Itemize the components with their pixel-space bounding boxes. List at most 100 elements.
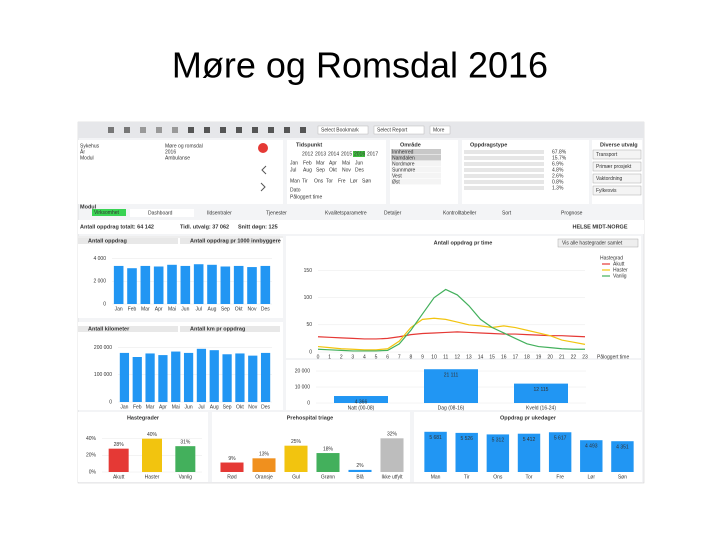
- logo: HELSE MIDT-NORGE: [572, 224, 627, 230]
- option-label: Primær prosjekt: [596, 164, 632, 170]
- x-tick-label: 11: [443, 354, 448, 360]
- month-option: Jun: [355, 160, 363, 166]
- bar: [235, 353, 245, 402]
- data-label: 9%: [228, 456, 236, 462]
- toolbar-icon[interactable]: [172, 127, 178, 133]
- x-tick-label: Okt: [236, 404, 244, 410]
- x-tick-label: 16: [501, 354, 507, 360]
- bar: [284, 445, 308, 472]
- toolbar-icon[interactable]: [300, 127, 306, 133]
- x-tick-label: 22: [571, 354, 577, 360]
- toolbar-icon[interactable]: [156, 127, 162, 133]
- chart-title: Antall oppdrag pr time: [434, 240, 493, 246]
- type-share: 0.8%: [552, 179, 564, 185]
- toolbar-icon[interactable]: [204, 127, 210, 133]
- y-tick-label: 20%: [86, 453, 97, 459]
- x-tick-label: Haster: [145, 474, 160, 480]
- chart-title: Oppdrag pr ukedager: [500, 415, 557, 421]
- option-label: Fylkesvis: [596, 188, 617, 194]
- x-tick-label: Oransje: [255, 474, 273, 480]
- option-button[interactable]: [592, 185, 642, 196]
- toggle-button[interactable]: [557, 238, 639, 248]
- x-tick-label: Jun: [185, 404, 193, 410]
- month-option: Okt: [329, 167, 337, 173]
- data-label: 5 617: [554, 436, 567, 442]
- month-option: Mai: [342, 160, 350, 166]
- x-tick-label: 9: [421, 354, 424, 360]
- x-tick-label: Vanlig: [179, 474, 193, 480]
- x-tick-label: 1: [328, 354, 331, 360]
- tab: Kontrolltabeller: [443, 210, 477, 216]
- type-share: 1.3%: [552, 185, 564, 191]
- legend-label: Akutt: [613, 261, 625, 267]
- tab: Detaljer: [384, 210, 402, 216]
- toolbar-icon[interactable]: [140, 127, 146, 133]
- panel-title: Antall oppdrag pr 1000 innbyggere: [190, 238, 281, 244]
- modul-value: Virksomhet: [94, 210, 120, 216]
- x-tick-label: Sep: [221, 306, 230, 312]
- toolbar-icon[interactable]: [108, 127, 114, 133]
- toolbar-icon[interactable]: [124, 127, 130, 133]
- bar: [348, 469, 372, 472]
- clear-button[interactable]: [258, 143, 268, 153]
- toolbar-icon[interactable]: [284, 127, 290, 133]
- kpi: Antall oppdrag totalt: 64 142: [80, 224, 154, 230]
- panel-header: [180, 326, 280, 332]
- legend-title: Hastegrad: [600, 255, 623, 261]
- x-tick-label: Jan: [120, 404, 128, 410]
- y-tick-label: 150: [304, 268, 313, 274]
- type-row: [464, 150, 544, 154]
- toolbar-dropdown[interactable]: [373, 125, 425, 135]
- toolbar-icon[interactable]: [268, 127, 274, 133]
- x-tick-label: Mai: [172, 404, 180, 410]
- toolbar-icon[interactable]: [252, 127, 258, 133]
- option-label: Transport: [596, 152, 618, 158]
- bar: [158, 355, 168, 402]
- x-tick-label: 12: [455, 354, 461, 360]
- year-option: 2015: [341, 151, 352, 157]
- selection-value: 2016: [165, 149, 176, 155]
- x-tick-label: Søn: [618, 474, 627, 480]
- panel: [212, 412, 410, 482]
- bar: [220, 462, 244, 472]
- panel-title: Diverse utvalg: [600, 142, 638, 148]
- kpi: Tidl. utvalg: 37 062: [180, 224, 229, 230]
- toolbar-icon[interactable]: [220, 127, 226, 133]
- active-tab: [130, 209, 194, 217]
- option-button[interactable]: [592, 161, 642, 172]
- bar: [260, 352, 271, 402]
- x-tick-label: Aug: [208, 306, 217, 312]
- chart-title: Antall kilometer: [88, 326, 130, 332]
- bar: [248, 355, 258, 402]
- bar: [424, 431, 447, 472]
- bar: [380, 438, 404, 472]
- x-tick-label: Apr: [159, 404, 167, 410]
- weekday-option: Man: [290, 178, 300, 184]
- option-button[interactable]: [592, 149, 642, 160]
- type-row: [464, 186, 544, 190]
- bar: [486, 434, 510, 472]
- nav-arrow[interactable]: [260, 182, 266, 192]
- nav-arrow[interactable]: [261, 165, 267, 175]
- x-tick-label: Lør: [588, 474, 596, 480]
- list-row: [391, 173, 441, 179]
- toolbar-dropdown[interactable]: [429, 125, 451, 135]
- month-option: Aug: [303, 167, 312, 173]
- weekday-option: Tir: [302, 178, 308, 184]
- option-button[interactable]: [592, 173, 642, 184]
- toolbar-icon[interactable]: [188, 127, 194, 133]
- selection-value: Møre og romsdal: [165, 143, 203, 149]
- x-tick-label: Rød: [227, 474, 237, 480]
- y-tick-label: 100 000: [94, 372, 112, 378]
- bar: [167, 264, 177, 304]
- x-tick-label: Man: [431, 474, 441, 480]
- toolbar-label: Select Bookmark: [321, 127, 359, 133]
- x-tick-label: Jan: [115, 306, 123, 312]
- type-row: [464, 168, 544, 172]
- toolbar-icon[interactable]: [236, 127, 242, 133]
- toolbar-dropdown[interactable]: [317, 125, 369, 135]
- data-label: 12 115: [534, 387, 549, 393]
- data-label: 25%: [291, 439, 302, 445]
- y-tick-label: 50: [306, 322, 312, 328]
- tab: Sort: [502, 210, 512, 216]
